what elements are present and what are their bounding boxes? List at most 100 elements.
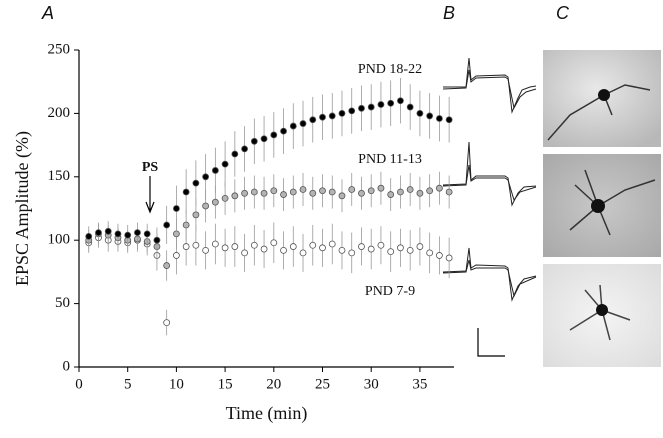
point <box>231 150 239 158</box>
point <box>328 188 336 196</box>
point <box>95 229 102 236</box>
point <box>202 173 210 181</box>
point <box>270 239 278 247</box>
point <box>134 229 141 236</box>
point <box>104 227 112 235</box>
point <box>426 112 434 120</box>
point <box>397 97 404 105</box>
point <box>426 187 434 195</box>
point <box>260 135 268 143</box>
point <box>338 110 346 117</box>
point <box>289 243 297 250</box>
point <box>367 187 375 195</box>
axis-line <box>78 50 454 368</box>
point <box>221 160 229 168</box>
point <box>358 104 365 112</box>
micrographs <box>543 50 661 367</box>
point <box>435 184 443 192</box>
ps-arrow <box>145 176 155 214</box>
point <box>182 243 190 250</box>
annotation: PND 7-9 <box>365 284 415 299</box>
point <box>377 184 385 192</box>
point <box>397 244 404 252</box>
point <box>397 188 404 196</box>
point <box>309 116 317 124</box>
point <box>192 179 200 187</box>
point <box>270 131 278 139</box>
point <box>221 194 229 202</box>
series <box>85 171 453 281</box>
x-tick-label: 30 <box>364 376 379 392</box>
x-tick-label: 15 <box>218 376 233 392</box>
point <box>163 262 171 269</box>
point <box>299 186 307 193</box>
point <box>406 246 414 254</box>
point <box>416 243 424 250</box>
y-tick-label: 0 <box>63 358 71 374</box>
point <box>173 205 180 212</box>
point <box>387 248 395 256</box>
point <box>445 116 453 124</box>
point <box>377 101 385 108</box>
point <box>348 249 356 257</box>
point <box>289 188 297 196</box>
traces <box>442 57 537 357</box>
point <box>241 145 248 153</box>
y-tick-label: 200 <box>48 105 71 121</box>
point <box>289 122 297 130</box>
point <box>348 107 356 115</box>
point <box>173 230 180 238</box>
point <box>319 244 326 252</box>
point <box>299 249 307 257</box>
point <box>192 241 200 249</box>
point <box>260 245 268 253</box>
point <box>367 245 375 253</box>
point <box>445 188 453 196</box>
point <box>280 127 287 135</box>
point <box>299 120 307 127</box>
point <box>163 221 171 229</box>
annotation: PND 18-22 <box>358 62 422 77</box>
point <box>192 211 200 219</box>
point <box>260 189 268 197</box>
x-tick-label: 35 <box>412 376 427 392</box>
point <box>406 103 414 111</box>
point <box>377 241 385 249</box>
x-tick-label: 20 <box>266 376 281 392</box>
y-axis-label: EPSC Amplitude (%) <box>12 131 33 286</box>
x-axis-label: Time (min) <box>226 403 308 424</box>
point <box>328 112 336 120</box>
y-tick-label: 250 <box>48 41 71 57</box>
point <box>309 241 317 249</box>
point <box>163 319 171 327</box>
point <box>280 191 287 198</box>
point <box>114 230 122 238</box>
panel-label: A <box>41 3 54 23</box>
point <box>241 249 248 257</box>
point <box>211 167 219 174</box>
point <box>309 189 317 197</box>
point <box>250 137 258 145</box>
point <box>250 241 258 249</box>
point <box>348 186 356 193</box>
point <box>211 198 219 206</box>
x-tick-label: 10 <box>169 376 184 392</box>
x-tick-label: 0 <box>75 376 83 392</box>
point <box>143 230 151 238</box>
panel-label: C <box>556 3 570 23</box>
point <box>445 254 453 262</box>
annotation: PND 11-13 <box>358 152 422 167</box>
point <box>202 202 210 210</box>
y-tick-label: 50 <box>55 295 70 311</box>
point <box>338 192 346 200</box>
point <box>182 188 190 196</box>
point <box>211 240 219 248</box>
point <box>435 252 443 259</box>
annotation: PS <box>142 160 159 175</box>
point <box>328 240 336 248</box>
point <box>367 103 375 111</box>
point <box>221 244 229 252</box>
panel-label: B <box>443 3 455 23</box>
point <box>202 246 210 254</box>
